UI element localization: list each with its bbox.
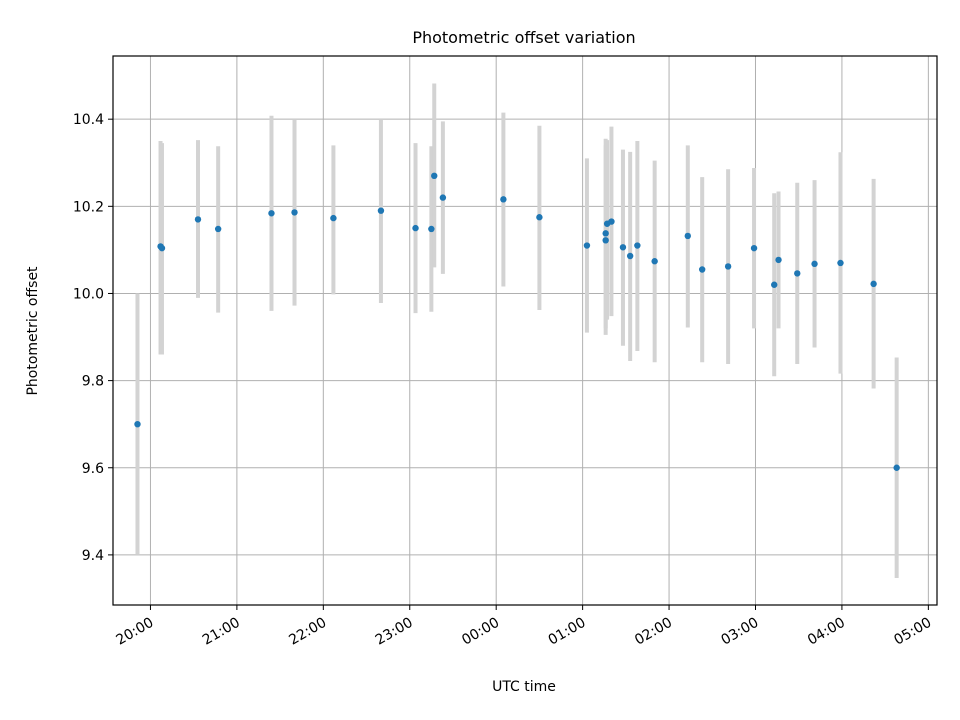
- data-point: [158, 244, 166, 252]
- data-point: [536, 214, 543, 221]
- data-point: [439, 194, 447, 201]
- data-point: [377, 207, 385, 214]
- data-point: [794, 270, 801, 277]
- y-tick-label: 9.4: [82, 548, 104, 564]
- y-axis-label: Photometric offset: [25, 266, 41, 396]
- y-tick-label: 10.0: [73, 286, 104, 302]
- data-point: [724, 263, 732, 270]
- y-tick-label: 9.6: [82, 461, 104, 477]
- data-point: [268, 210, 275, 217]
- data-point: [583, 242, 591, 249]
- data-point: [698, 266, 706, 273]
- data-point: [634, 242, 641, 249]
- data-point: [651, 258, 658, 265]
- data-point: [431, 172, 438, 180]
- chart-title: Photometric offset variation: [412, 28, 635, 47]
- plot-frame: [112, 55, 938, 606]
- data-point: [684, 232, 691, 240]
- data-point: [811, 260, 818, 268]
- data-points: [134, 172, 900, 471]
- data-point: [626, 252, 634, 260]
- data-point: [870, 280, 877, 288]
- y-tick-label: 10.4: [73, 112, 104, 128]
- data-point: [134, 420, 141, 428]
- y-tick-label: 10.2: [73, 199, 104, 215]
- data-point: [619, 244, 627, 251]
- data-point: [194, 216, 202, 223]
- data-point: [412, 224, 419, 232]
- data-point: [893, 464, 900, 471]
- data-point: [775, 256, 782, 264]
- data-point: [602, 237, 609, 244]
- data-point: [750, 244, 758, 252]
- data-point: [428, 225, 435, 233]
- x-axis-label: UTC time: [492, 679, 556, 695]
- data-point: [330, 214, 337, 222]
- grid-lines: [113, 56, 937, 605]
- y-axis-ticks: 9.4 9.6 9.8 10.0 10.2 10.4: [73, 112, 113, 564]
- data-point: [291, 209, 298, 216]
- data-point: [500, 196, 507, 203]
- data-point: [214, 225, 222, 233]
- data-point: [608, 218, 615, 225]
- data-point: [602, 230, 609, 237]
- data-point: [771, 281, 778, 288]
- data-point: [837, 259, 844, 267]
- y-tick-label: 9.8: [82, 374, 104, 390]
